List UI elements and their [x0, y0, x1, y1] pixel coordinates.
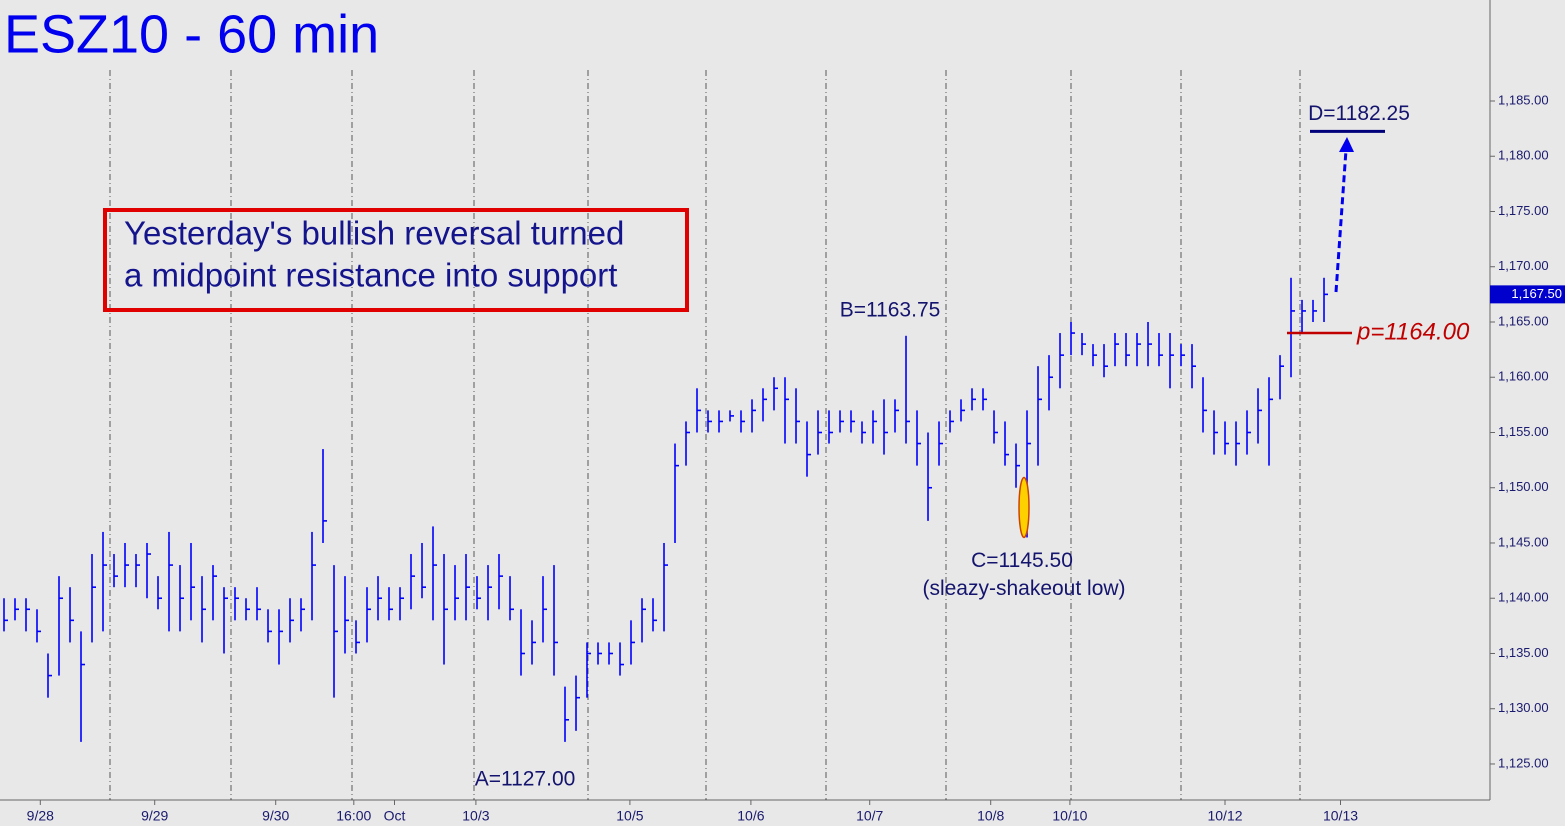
y-tick-label: 1,140.00	[1498, 590, 1549, 605]
annotation: (sleazy-shakeout low)	[922, 577, 1125, 600]
y-tick-label: 1,125.00	[1498, 755, 1549, 770]
y-tick-label: 1,150.00	[1498, 479, 1549, 494]
annotation: A=1127.00	[475, 767, 576, 790]
y-tick-label: 1,145.00	[1498, 534, 1549, 549]
x-tick-label: 10/6	[737, 808, 764, 824]
low-marker	[1018, 476, 1030, 539]
x-tick-label: 10/12	[1207, 808, 1242, 824]
x-tick-label: 10/13	[1323, 808, 1358, 824]
annotation: p=1164.00	[1356, 318, 1470, 345]
annotation: C=1145.50	[971, 549, 1073, 572]
y-tick-label: 1,170.00	[1498, 258, 1549, 273]
y-tick-label: 1,160.00	[1498, 369, 1549, 384]
y-tick-label: 1,175.00	[1498, 203, 1549, 218]
y-tick-label: 1,135.00	[1498, 645, 1549, 660]
y-tick-label: 1,130.00	[1498, 700, 1549, 715]
x-tick-label: 10/5	[616, 808, 643, 824]
note-box	[103, 208, 689, 312]
x-tick-label: 9/30	[262, 808, 289, 824]
last-price-tag	[1490, 285, 1565, 304]
chart-title: ESZ10 - 60 min	[4, 4, 379, 64]
annotation: B=1163.75	[840, 298, 941, 321]
arrow-head	[1339, 137, 1354, 152]
y-tick-label: 1,155.00	[1498, 424, 1549, 439]
y-tick-label: 1,185.00	[1498, 92, 1549, 107]
y-tick-label: 1,180.00	[1498, 148, 1549, 163]
x-tick-label: 10/8	[977, 808, 1004, 824]
x-tick-label: 10/10	[1052, 808, 1087, 824]
note-line: Yesterday's bullish reversal turned	[124, 215, 624, 252]
annotation: D=1182.25	[1308, 102, 1410, 125]
x-tick-label: 16:00	[336, 808, 371, 824]
x-tick-label: 10/7	[856, 808, 883, 824]
note-line: a midpoint resistance into support	[124, 257, 617, 294]
x-tick-label: 9/29	[141, 808, 168, 824]
projection-arrow	[1334, 149, 1348, 293]
x-tick-label: Oct	[384, 808, 406, 824]
y-tick-label: 1,165.00	[1498, 313, 1549, 328]
x-tick-label: 9/28	[27, 808, 54, 824]
last-price-label: 1,167.50	[1511, 286, 1562, 301]
x-tick-label: 10/3	[462, 808, 489, 824]
session-separators	[109, 70, 1301, 800]
